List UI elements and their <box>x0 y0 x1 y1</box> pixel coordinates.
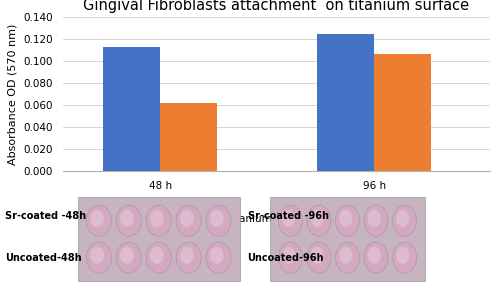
Ellipse shape <box>307 205 331 236</box>
Ellipse shape <box>396 210 409 227</box>
Ellipse shape <box>336 205 359 236</box>
Ellipse shape <box>176 205 201 236</box>
Ellipse shape <box>120 247 134 264</box>
Bar <box>270 197 425 281</box>
Text: Uncoated-96h: Uncoated-96h <box>248 253 324 263</box>
Ellipse shape <box>392 205 416 236</box>
Ellipse shape <box>282 210 296 227</box>
Ellipse shape <box>339 247 352 264</box>
Ellipse shape <box>146 205 172 236</box>
Ellipse shape <box>90 247 104 264</box>
Ellipse shape <box>210 210 224 227</box>
Bar <box>317 34 374 171</box>
Ellipse shape <box>278 205 302 236</box>
Ellipse shape <box>210 247 224 264</box>
Text: Sr-coated -48h: Sr-coated -48h <box>5 211 86 221</box>
Ellipse shape <box>368 210 381 227</box>
Bar <box>160 103 218 171</box>
Ellipse shape <box>282 247 296 264</box>
Bar <box>104 47 160 171</box>
Legend: Sr-coated Titanium, Uncoated Titanium: Sr-coated Titanium, Uncoated Titanium <box>150 210 402 228</box>
Bar <box>374 54 431 171</box>
Ellipse shape <box>120 210 134 227</box>
Ellipse shape <box>307 242 331 273</box>
Ellipse shape <box>180 210 194 227</box>
Ellipse shape <box>278 242 302 273</box>
Ellipse shape <box>86 205 112 236</box>
Ellipse shape <box>336 242 359 273</box>
Ellipse shape <box>396 247 409 264</box>
Ellipse shape <box>86 242 112 273</box>
Ellipse shape <box>339 210 352 227</box>
Ellipse shape <box>368 247 381 264</box>
Ellipse shape <box>364 205 388 236</box>
Ellipse shape <box>150 210 164 227</box>
Ellipse shape <box>116 242 141 273</box>
Ellipse shape <box>392 242 416 273</box>
Bar <box>78 197 240 281</box>
Title: Gingival Fibroblasts attachment  on titanium surface: Gingival Fibroblasts attachment on titan… <box>83 0 469 13</box>
Text: Sr-coated -96h: Sr-coated -96h <box>248 211 328 221</box>
Ellipse shape <box>206 242 231 273</box>
Ellipse shape <box>146 242 172 273</box>
Ellipse shape <box>364 242 388 273</box>
Ellipse shape <box>176 242 201 273</box>
Ellipse shape <box>206 205 231 236</box>
Ellipse shape <box>310 210 324 227</box>
Ellipse shape <box>310 247 324 264</box>
Ellipse shape <box>90 210 104 227</box>
Text: Uncoated-48h: Uncoated-48h <box>5 253 82 263</box>
Y-axis label: Absorbance OD (570 nm): Absorbance OD (570 nm) <box>8 23 18 165</box>
Ellipse shape <box>150 247 164 264</box>
Ellipse shape <box>180 247 194 264</box>
Ellipse shape <box>116 205 141 236</box>
